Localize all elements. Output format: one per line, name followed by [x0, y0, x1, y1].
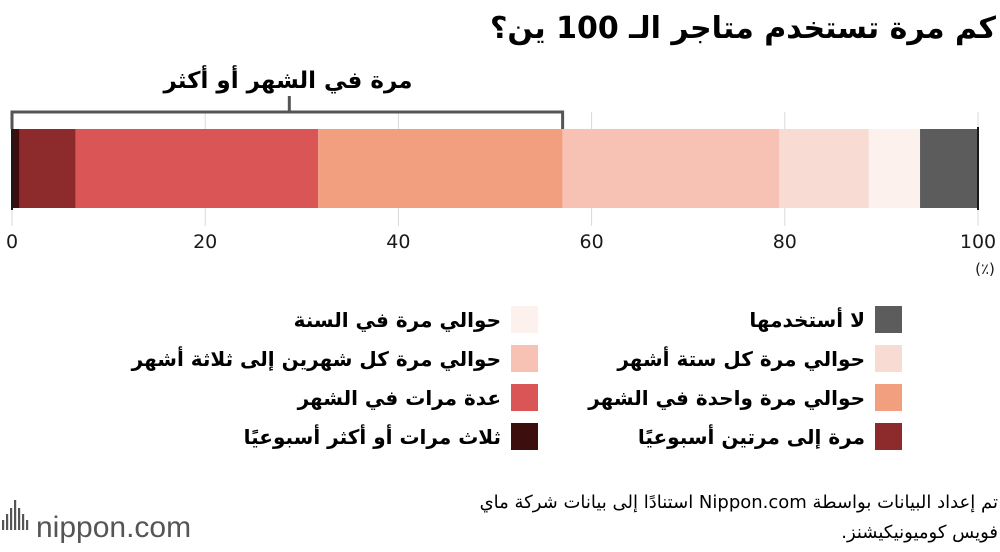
x-axis: 0 20 40 60 80 100	[6, 231, 996, 253]
x-tick-label: 100	[960, 231, 996, 253]
bar-segment	[868, 129, 921, 208]
bracket-label: مرة في الشهر أو أكثر	[162, 64, 412, 94]
stacked-bar	[11, 127, 979, 210]
logo-bar	[26, 520, 29, 530]
logo-bar	[22, 514, 25, 530]
legend-swatch	[511, 423, 538, 450]
legend-label: حوالي مرة في السنة	[294, 308, 501, 333]
bar-segment	[562, 129, 780, 208]
logo-text: nippon.com	[36, 511, 191, 544]
x-tick-label: 60	[580, 231, 604, 253]
legend-label: حوالي مرة كل ستة أشهر	[616, 345, 865, 372]
bracket	[10, 96, 565, 129]
legend-swatch	[875, 306, 902, 333]
logo-bar	[6, 514, 9, 530]
x-tick-label: 0	[6, 231, 18, 253]
bar-segment	[779, 129, 869, 208]
logo-bar	[14, 500, 17, 530]
legend-label: لا أستخدمها	[749, 306, 865, 332]
source-line-2: فويس كوميونيكيشنز.	[841, 522, 998, 543]
legend-swatch	[511, 306, 538, 333]
legend-swatch	[511, 345, 538, 372]
legend-label: ثلاث مرات أو أكثر أسبوعيًا	[244, 423, 501, 449]
legend-label: مرة إلى مرتين أسبوعيًا	[638, 423, 865, 449]
legend-label: حوالي مرة واحدة في الشهر	[587, 386, 865, 411]
unit-label: (٪)	[975, 260, 995, 278]
x-tick-label: 80	[773, 231, 797, 253]
bar-segment	[19, 129, 76, 208]
x-tick-label: 20	[193, 231, 217, 253]
bar-segment	[75, 129, 319, 208]
legend-swatch	[511, 384, 538, 411]
bracket-line	[10, 110, 565, 129]
x-tick-label: 40	[386, 231, 410, 253]
source-line-1: تم إعداد البيانات بواسطة Nippon.com استن…	[480, 492, 998, 513]
bar-segment	[318, 129, 563, 208]
bar-segment	[920, 129, 978, 208]
legend-swatch	[875, 423, 902, 450]
logo-bar	[18, 508, 21, 530]
legend-swatch	[875, 345, 902, 372]
legend-swatch	[875, 384, 902, 411]
legend: لا أستخدمها حوالي مرة في السنة حوالي مرة ك…	[131, 306, 902, 450]
chart-title: كم مرة تستخدم متاجر الـ 100 ين؟	[490, 11, 997, 46]
legend-label: حوالي مرة كل شهرين إلى ثلاثة أشهر	[131, 345, 501, 372]
nippon-bars-icon	[2, 500, 29, 530]
bar-segment	[12, 129, 20, 208]
logo-bar	[10, 508, 13, 530]
legend-label: عدة مرات في الشهر	[297, 386, 501, 411]
logo-bar	[2, 520, 5, 530]
